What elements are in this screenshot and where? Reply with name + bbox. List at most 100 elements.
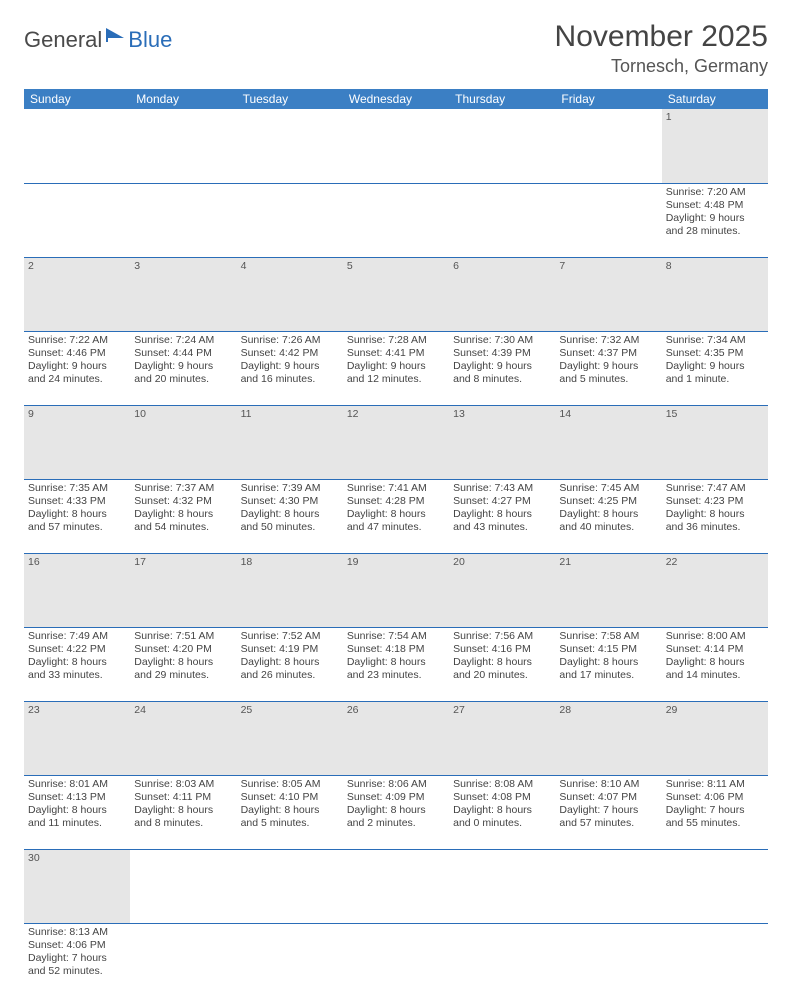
day-sunset: Sunset: 4:19 PM xyxy=(241,643,339,656)
day-info-cell xyxy=(237,183,343,257)
day-sunset: Sunset: 4:06 PM xyxy=(28,939,126,952)
day-day2: and 57 minutes. xyxy=(28,521,126,534)
day-sunrise: Sunrise: 8:08 AM xyxy=(453,778,551,791)
logo-text-blue: Blue xyxy=(128,27,172,53)
day-number-cell: 25 xyxy=(237,701,343,775)
day-day1: Daylight: 7 hours xyxy=(28,952,126,965)
day-sunrise: Sunrise: 7:49 AM xyxy=(28,630,126,643)
day-info-cell: Sunrise: 7:51 AMSunset: 4:20 PMDaylight:… xyxy=(130,627,236,701)
day-info-cell: Sunrise: 7:56 AMSunset: 4:16 PMDaylight:… xyxy=(449,627,555,701)
day-number-cell xyxy=(555,849,661,923)
day-info-cell xyxy=(343,183,449,257)
day-day2: and 8 minutes. xyxy=(453,373,551,386)
flag-icon xyxy=(106,26,126,47)
day-sunrise: Sunrise: 7:58 AM xyxy=(559,630,657,643)
day-info-cell: Sunrise: 7:20 AMSunset: 4:48 PMDaylight:… xyxy=(662,183,768,257)
day-day2: and 11 minutes. xyxy=(28,817,126,830)
logo: General Blue xyxy=(24,26,172,53)
day-sunrise: Sunrise: 7:34 AM xyxy=(666,334,764,347)
day-info-cell: Sunrise: 7:39 AMSunset: 4:30 PMDaylight:… xyxy=(237,479,343,553)
day-number-cell xyxy=(130,849,236,923)
day-day2: and 52 minutes. xyxy=(28,965,126,978)
day-sunrise: Sunrise: 7:41 AM xyxy=(347,482,445,495)
day-day2: and 1 minute. xyxy=(666,373,764,386)
day-info-cell: Sunrise: 7:28 AMSunset: 4:41 PMDaylight:… xyxy=(343,331,449,405)
day-day2: and 2 minutes. xyxy=(347,817,445,830)
day-day2: and 12 minutes. xyxy=(347,373,445,386)
day-sunrise: Sunrise: 7:35 AM xyxy=(28,482,126,495)
day-sunset: Sunset: 4:10 PM xyxy=(241,791,339,804)
day-day1: Daylight: 8 hours xyxy=(134,508,232,521)
day-info-row: Sunrise: 7:20 AMSunset: 4:48 PMDaylight:… xyxy=(24,183,768,257)
day-info-cell: Sunrise: 7:54 AMSunset: 4:18 PMDaylight:… xyxy=(343,627,449,701)
day-day2: and 8 minutes. xyxy=(134,817,232,830)
day-info-cell: Sunrise: 7:35 AMSunset: 4:33 PMDaylight:… xyxy=(24,479,130,553)
day-sunset: Sunset: 4:39 PM xyxy=(453,347,551,360)
weekday-header: Wednesday xyxy=(343,89,449,109)
day-number-cell: 3 xyxy=(130,257,236,331)
day-day1: Daylight: 8 hours xyxy=(559,656,657,669)
day-sunrise: Sunrise: 7:56 AM xyxy=(453,630,551,643)
weekday-header: Thursday xyxy=(449,89,555,109)
day-sunset: Sunset: 4:18 PM xyxy=(347,643,445,656)
weekday-header: Saturday xyxy=(662,89,768,109)
day-sunrise: Sunrise: 8:00 AM xyxy=(666,630,764,643)
day-sunset: Sunset: 4:06 PM xyxy=(666,791,764,804)
day-number-cell: 9 xyxy=(24,405,130,479)
day-info-row: Sunrise: 7:49 AMSunset: 4:22 PMDaylight:… xyxy=(24,627,768,701)
day-info-cell: Sunrise: 8:08 AMSunset: 4:08 PMDaylight:… xyxy=(449,775,555,849)
weekday-header: Tuesday xyxy=(237,89,343,109)
day-info-row: Sunrise: 7:22 AMSunset: 4:46 PMDaylight:… xyxy=(24,331,768,405)
day-number-cell: 17 xyxy=(130,553,236,627)
day-number-row: 2345678 xyxy=(24,257,768,331)
day-number-cell: 15 xyxy=(662,405,768,479)
day-number-cell: 21 xyxy=(555,553,661,627)
day-day2: and 5 minutes. xyxy=(241,817,339,830)
day-day2: and 50 minutes. xyxy=(241,521,339,534)
day-sunset: Sunset: 4:16 PM xyxy=(453,643,551,656)
day-number-cell: 13 xyxy=(449,405,555,479)
day-number-cell: 4 xyxy=(237,257,343,331)
day-number-cell: 8 xyxy=(662,257,768,331)
location-label: Tornesch, Germany xyxy=(555,56,768,77)
day-number-cell: 22 xyxy=(662,553,768,627)
day-day1: Daylight: 8 hours xyxy=(666,508,764,521)
day-day1: Daylight: 8 hours xyxy=(453,656,551,669)
day-sunset: Sunset: 4:09 PM xyxy=(347,791,445,804)
day-number-row: 9101112131415 xyxy=(24,405,768,479)
day-number-cell: 1 xyxy=(662,109,768,183)
day-sunrise: Sunrise: 7:26 AM xyxy=(241,334,339,347)
calendar-table: SundayMondayTuesdayWednesdayThursdayFrid… xyxy=(24,89,768,997)
day-day1: Daylight: 8 hours xyxy=(28,804,126,817)
day-number-cell: 11 xyxy=(237,405,343,479)
day-info-cell: Sunrise: 8:13 AMSunset: 4:06 PMDaylight:… xyxy=(24,923,130,997)
day-sunrise: Sunrise: 8:11 AM xyxy=(666,778,764,791)
logo-text-general: General xyxy=(24,27,102,53)
day-info-row: Sunrise: 8:01 AMSunset: 4:13 PMDaylight:… xyxy=(24,775,768,849)
day-sunrise: Sunrise: 7:37 AM xyxy=(134,482,232,495)
day-day1: Daylight: 9 hours xyxy=(559,360,657,373)
day-info-cell: Sunrise: 7:34 AMSunset: 4:35 PMDaylight:… xyxy=(662,331,768,405)
day-info-cell: Sunrise: 8:01 AMSunset: 4:13 PMDaylight:… xyxy=(24,775,130,849)
day-info-cell: Sunrise: 7:52 AMSunset: 4:19 PMDaylight:… xyxy=(237,627,343,701)
day-number-cell: 23 xyxy=(24,701,130,775)
day-sunset: Sunset: 4:23 PM xyxy=(666,495,764,508)
day-day1: Daylight: 8 hours xyxy=(134,656,232,669)
day-day2: and 20 minutes. xyxy=(134,373,232,386)
day-sunrise: Sunrise: 8:06 AM xyxy=(347,778,445,791)
day-sunrise: Sunrise: 8:13 AM xyxy=(28,926,126,939)
day-number-cell xyxy=(555,109,661,183)
day-day1: Daylight: 8 hours xyxy=(241,804,339,817)
day-day1: Daylight: 8 hours xyxy=(241,508,339,521)
day-number-row: 30 xyxy=(24,849,768,923)
day-day2: and 0 minutes. xyxy=(453,817,551,830)
day-number-cell xyxy=(449,109,555,183)
day-day2: and 5 minutes. xyxy=(559,373,657,386)
day-info-cell: Sunrise: 8:00 AMSunset: 4:14 PMDaylight:… xyxy=(662,627,768,701)
day-sunrise: Sunrise: 7:45 AM xyxy=(559,482,657,495)
day-number-cell xyxy=(343,849,449,923)
day-info-cell xyxy=(555,923,661,997)
day-day2: and 29 minutes. xyxy=(134,669,232,682)
day-sunrise: Sunrise: 8:01 AM xyxy=(28,778,126,791)
day-day1: Daylight: 9 hours xyxy=(347,360,445,373)
